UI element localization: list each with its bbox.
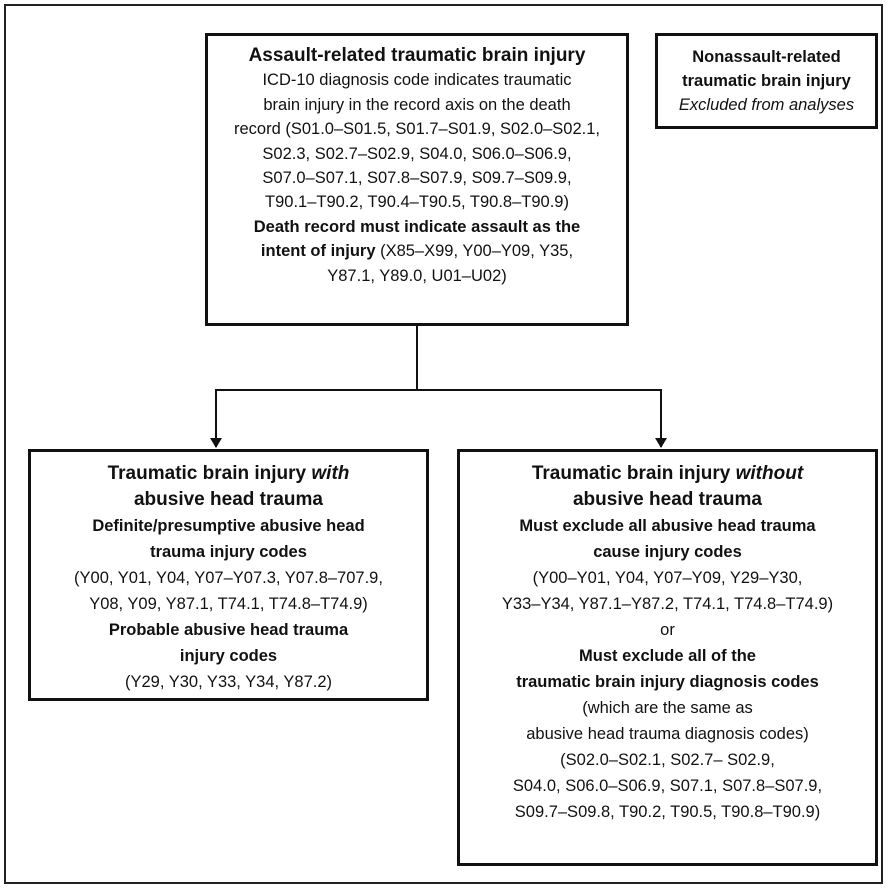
- without-aht-box: Traumatic brain injury without abusive h…: [457, 449, 878, 866]
- box-title: abusive head trauma: [133, 489, 324, 510]
- text-line: S02.3, S02.7–S02.9, S04.0, S06.0–S06.9,: [262, 144, 572, 163]
- text-line: Must exclude all of the: [579, 647, 756, 665]
- text-line: T90.1–T90.2, T90.4–T90.5, T90.8–T90.9): [265, 193, 569, 212]
- text-line: (Y00, Y01, Y04, Y07–Y07.3, Y07.8–707.9,: [74, 569, 383, 587]
- text-line: Excluded from analyses: [678, 96, 855, 114]
- text-line: intent of injury (X85–X99, Y00–Y09, Y35,: [208, 239, 626, 263]
- box-title: abusive head trauma: [572, 489, 763, 510]
- nonassault-box: Nonassault-related traumatic brain injur…: [655, 33, 878, 129]
- text-line: Y08, Y09, Y87.1, T74.1, T74.8–T74.9): [89, 595, 368, 613]
- text-line: Y33–Y34, Y87.1–Y87.2, T74.1, T74.8–T74.9…: [501, 595, 834, 613]
- with-aht-box: Traumatic brain injury with abusive head…: [28, 449, 429, 701]
- text-line: cause injury codes: [593, 543, 742, 561]
- text-run: Traumatic brain injury: [531, 463, 736, 484]
- text-run: without: [735, 463, 804, 484]
- text-line: (Y00–Y01, Y04, Y07–Y09, Y29–Y30,: [532, 569, 803, 587]
- box-title: Nonassault-related: [692, 48, 841, 66]
- text-line: Probable abusive head trauma: [108, 621, 349, 639]
- text-run: Traumatic brain injury: [107, 463, 312, 484]
- text-line: or: [660, 621, 675, 639]
- assault-box: Assault-related traumatic brain injury I…: [205, 33, 629, 326]
- box-title: Traumatic brain injury with: [31, 461, 426, 487]
- text-line: record (S01.0–S01.5, S01.7–S01.9, S02.0–…: [233, 120, 600, 139]
- text-line: ICD-10 diagnosis code indicates traumati…: [262, 71, 572, 90]
- text-run: with: [311, 463, 350, 484]
- text-run: intent of injury: [260, 242, 376, 261]
- text-line: (S02.0–S02.1, S02.7– S02.9,: [560, 751, 775, 769]
- text-line: (Y29, Y30, Y33, Y34, Y87.2): [124, 673, 333, 691]
- text-line: S07.0–S07.1, S07.8–S07.9, S09.7–S09.9,: [262, 169, 572, 188]
- text-line: Death record must indicate assault as th…: [253, 217, 581, 236]
- text-line: injury codes: [179, 647, 278, 665]
- text-line: S04.0, S06.0–S06.9, S07.1, S07.8–S07.9,: [512, 777, 823, 795]
- box-title: Traumatic brain injury without: [460, 461, 875, 487]
- text-line: Definite/presumptive abusive head: [92, 517, 365, 535]
- text-line: abusive head trauma diagnosis codes): [526, 725, 809, 743]
- text-line: trauma injury codes: [150, 543, 307, 561]
- outer-frame: [4, 4, 883, 884]
- text-line: Y87.1, Y89.0, U01–U02): [327, 266, 507, 285]
- text-line: S09.7–S09.8, T90.2, T90.5, T90.8–T90.9): [514, 803, 821, 821]
- text-line: brain injury in the record axis on the d…: [263, 95, 571, 114]
- text-line: Must exclude all abusive head trauma: [519, 517, 816, 535]
- text-run: (X85–X99, Y00–Y09, Y35,: [375, 242, 574, 261]
- text-line: traumatic brain injury diagnosis codes: [516, 673, 819, 691]
- text-line: (which are the same as: [582, 699, 753, 717]
- box-title: traumatic brain injury: [682, 72, 851, 90]
- box-title: Assault-related traumatic brain injury: [248, 45, 586, 66]
